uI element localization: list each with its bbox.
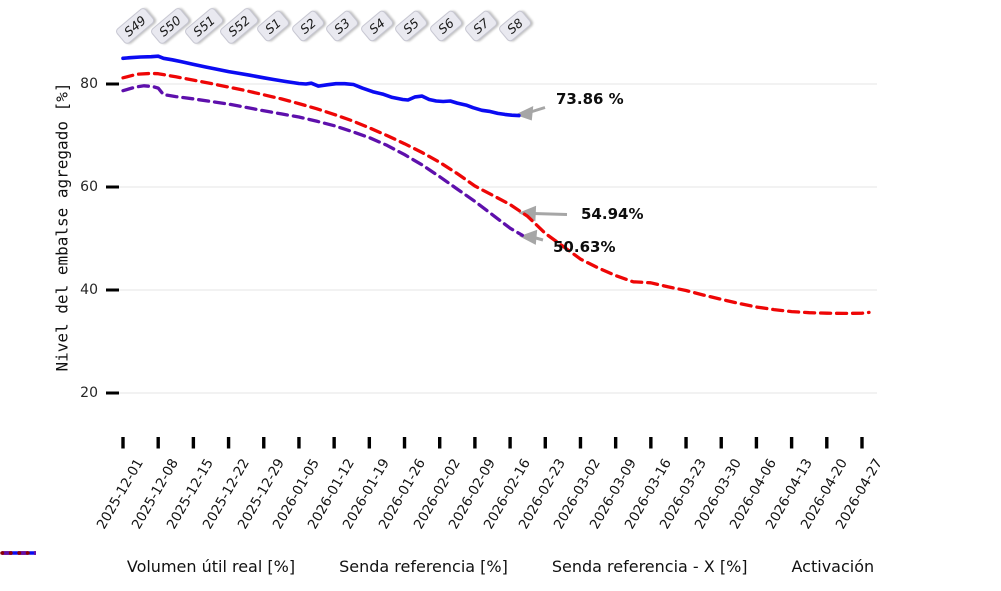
legend-label: Senda referencia - X [%] — [551, 556, 748, 576]
annotation-label-referencia: 54.94% — [581, 205, 644, 223]
y-tick-label: 60 — [80, 179, 98, 195]
legend-label: Volumen útil real [%] — [126, 556, 296, 576]
legend-item-0: Volumen útil real [%] — [2, 551, 296, 576]
legend-swatch-icon — [0, 551, 38, 555]
legend: Volumen útil real [%] Senda referencia [%… — [0, 548, 1001, 584]
annotation-arrows — [515, 105, 568, 245]
series-line-2 — [121, 84, 525, 237]
annotation-arrowhead — [515, 105, 534, 121]
y-tick-label: 40 — [80, 282, 98, 298]
annotation-arrowhead — [519, 229, 538, 245]
annotation-arrow — [532, 212, 568, 216]
legend-label: Activación — [791, 556, 875, 576]
legend-item-3: Activación — [0, 551, 875, 576]
legend-label: Senda referencia [%] — [339, 556, 508, 576]
legend-item-2: Senda referencia - X [%] — [2, 551, 748, 576]
annotation-label-real: 73.86 % — [556, 90, 624, 108]
legend-item-1: Senda referencia [%] — [2, 551, 508, 576]
annotation-label-referencia-x: 50.63% — [553, 238, 616, 256]
series-line-1 — [121, 71, 871, 316]
y-axis-title: Nivel del embalse agregado [%] — [52, 82, 72, 372]
y-tick-label: 80 — [80, 76, 98, 92]
series-line-0 — [121, 54, 521, 118]
y-tick-label: 20 — [80, 385, 98, 401]
